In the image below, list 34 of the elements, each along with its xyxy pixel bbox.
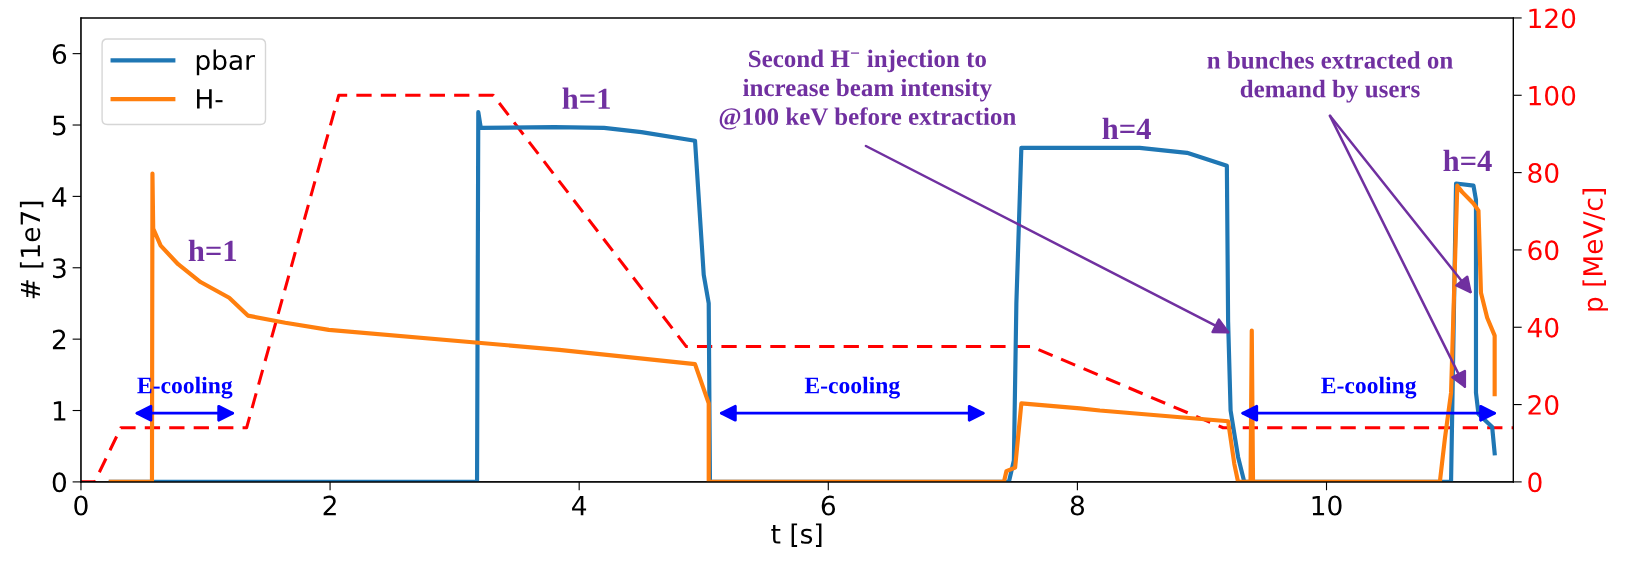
y2-tick-label: 80 xyxy=(1528,163,1559,183)
y-tick-label: 2 xyxy=(52,329,66,350)
y-tick-label: 4 xyxy=(52,187,67,207)
x-tick-label: 6 xyxy=(821,495,836,516)
y-tick-label: 6 xyxy=(52,44,67,65)
y2-tick-label: 60 xyxy=(1528,240,1559,261)
annotation: h=1 xyxy=(188,239,236,261)
annotation: Second H$^{−}$ injection to increase beam intensity @100 keV before extraction xyxy=(719,49,1016,130)
legend-label: pbar xyxy=(196,49,255,76)
x-tick-label: 8 xyxy=(1070,495,1084,516)
legend-label: H- xyxy=(197,89,223,109)
y2-tick-label: 40 xyxy=(1527,317,1559,338)
x-tick-label: 4 xyxy=(572,495,587,516)
y2-tick-label: 120 xyxy=(1529,8,1576,29)
line-series xyxy=(108,171,1497,482)
y2-tick-label: 20 xyxy=(1528,395,1559,415)
y2-tick-label: 0 xyxy=(1528,472,1542,493)
y-tick-label: 3 xyxy=(52,258,66,279)
y-axis-title: # [1e7] xyxy=(19,201,44,299)
y-tick-label: 0 xyxy=(52,472,67,493)
x-axis-title: t [s] xyxy=(771,523,822,547)
y2-tick-label: 100 xyxy=(1529,85,1576,106)
annotation: h=4 xyxy=(1443,149,1492,171)
annotation: E-cooling xyxy=(804,376,900,399)
y2-axis-title: p [MeV/c] xyxy=(1582,189,1608,311)
y-tick-label: 5 xyxy=(53,115,66,136)
annotation: h=1 xyxy=(562,87,610,109)
annotation: E-cooling xyxy=(1321,376,1417,399)
x-tick-label: 0 xyxy=(74,495,88,516)
annotation: n bunches extracted on demand by users xyxy=(1207,51,1453,103)
x-tick-label: 2 xyxy=(323,495,336,516)
y-tick-label: 1 xyxy=(53,401,66,421)
x-tick-label: 10 xyxy=(1312,495,1342,516)
annotation: h=4 xyxy=(1102,117,1151,139)
